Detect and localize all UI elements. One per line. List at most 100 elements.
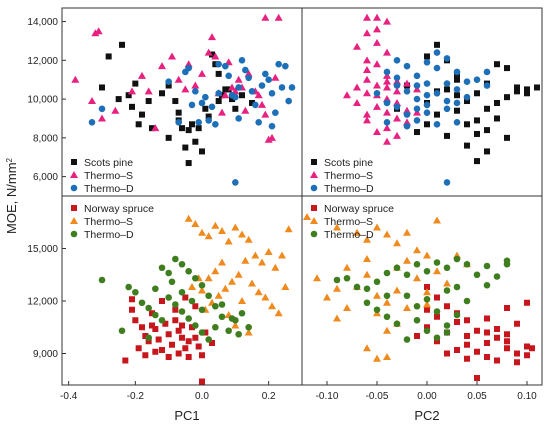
data-point (212, 61, 219, 68)
data-point (235, 84, 242, 91)
panel-frame (301, 195, 543, 386)
data-point (182, 345, 189, 352)
data-point (168, 52, 176, 60)
data-point (185, 267, 192, 275)
data-point (383, 326, 391, 334)
data-point (463, 93, 471, 101)
data-point (178, 288, 186, 296)
y-axis-title: MOE, N/mm2 (4, 157, 19, 234)
data-point (514, 84, 520, 91)
series-triangle (343, 13, 421, 145)
data-point (383, 124, 391, 132)
legend-label: Norway spruce (324, 203, 394, 215)
series-circle (333, 255, 511, 343)
data-point (433, 334, 441, 342)
x-axis-title-pc1: PC1 (174, 408, 199, 423)
data-point (373, 81, 381, 89)
data-point (138, 71, 146, 79)
legend-label: Scots pine (324, 157, 373, 169)
data-point (454, 76, 460, 83)
data-point (285, 97, 292, 105)
data-point (494, 326, 500, 332)
data-point (278, 251, 286, 259)
data-point (228, 277, 236, 285)
data-point (504, 331, 510, 338)
data-point (473, 76, 481, 84)
data-point (494, 99, 500, 106)
data-point (453, 86, 461, 93)
data-point (199, 378, 205, 385)
data-point (453, 311, 461, 319)
data-point (185, 354, 192, 360)
data-point (238, 297, 246, 304)
data-point (333, 223, 341, 231)
data-point (159, 90, 165, 97)
data-point (464, 333, 470, 339)
data-point (443, 264, 451, 272)
data-point (504, 134, 510, 141)
data-point (403, 256, 411, 264)
data-point (373, 13, 381, 21)
data-point (195, 343, 202, 350)
data-point (403, 62, 411, 70)
legend-label: Scots pine (84, 157, 133, 169)
data-point (413, 274, 421, 282)
x-tick-label: 0.10 (517, 391, 537, 402)
data-point (483, 68, 491, 76)
y-axis-title-superscript: 2 (5, 157, 14, 162)
data-point (172, 301, 179, 308)
data-point (212, 302, 219, 310)
x-tick-label: -0.10 (316, 391, 339, 402)
data-point (192, 88, 199, 95)
data-point (383, 17, 391, 25)
data-point (403, 88, 411, 95)
data-point (245, 323, 252, 331)
data-point (215, 89, 222, 97)
data-point (271, 73, 280, 81)
data-point (413, 108, 421, 116)
data-point (224, 237, 233, 245)
data-point (434, 41, 440, 48)
data-point (444, 132, 450, 139)
data-point (393, 98, 401, 106)
data-point (413, 316, 421, 324)
data-point (424, 306, 430, 313)
data-point (172, 255, 179, 263)
series-triangle (184, 214, 293, 336)
data-point (235, 330, 242, 338)
series-circle (373, 49, 491, 186)
data-point (333, 284, 341, 292)
data-point (135, 121, 142, 128)
data-point (221, 284, 230, 292)
data-point (179, 334, 185, 341)
data-point (189, 324, 195, 331)
data-point (504, 345, 510, 352)
x-tick-label: -0.05 (366, 391, 389, 402)
data-point (159, 347, 165, 353)
data-point (383, 99, 391, 107)
data-point (474, 375, 480, 381)
data-point (244, 235, 253, 243)
data-point (151, 124, 160, 132)
data-point (215, 60, 222, 68)
data-point (199, 148, 205, 155)
data-point (142, 333, 149, 339)
data-point (403, 271, 411, 279)
data-point (122, 357, 129, 364)
data-point (278, 84, 286, 91)
data-point (423, 327, 431, 335)
data-point (99, 84, 105, 91)
data-point (413, 302, 421, 310)
data-point (423, 288, 431, 296)
data-point (333, 276, 341, 284)
data-point (162, 320, 169, 327)
data-point (443, 287, 451, 294)
data-point (363, 110, 371, 118)
data-point (453, 255, 461, 263)
data-point (383, 48, 391, 56)
data-point (424, 53, 430, 60)
data-point (494, 334, 500, 341)
data-point (129, 306, 135, 313)
